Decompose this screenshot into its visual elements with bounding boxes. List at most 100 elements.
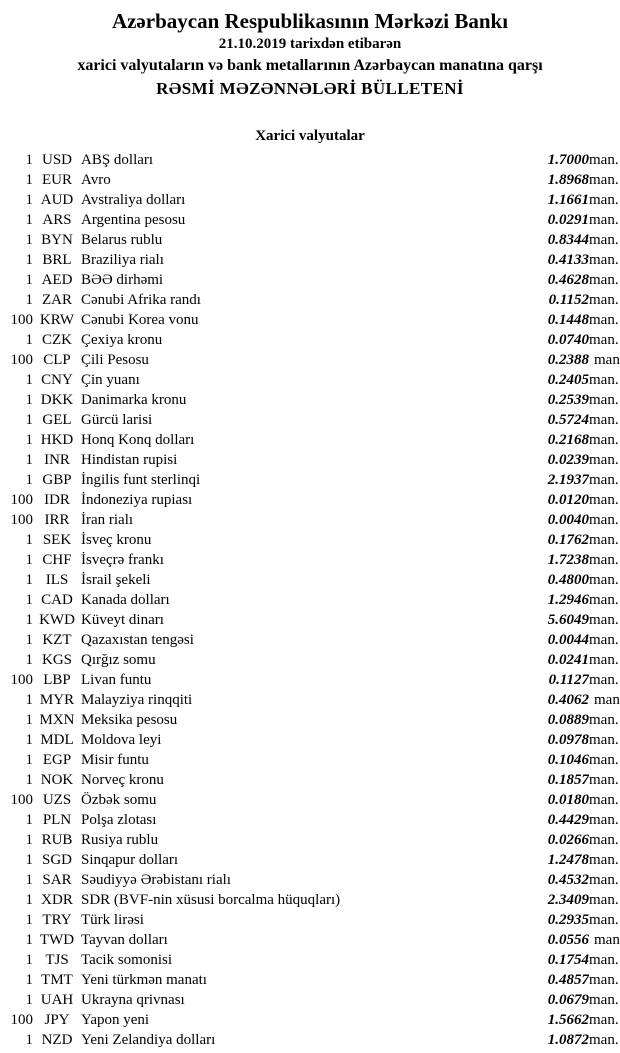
rate-value: 0.0291 [547,212,589,228]
currency-code: BRL [42,252,72,268]
table-row: 1 UAH Ukrayna qrivnası 0.0679 man. [0,990,620,1010]
row-quantity: 100 [10,512,34,528]
rate-value: 1.7238 [547,552,589,568]
table-row: 1 MYR Malayziya rinqqiti 0.4062 man. [0,690,620,710]
currency-name: BƏƏ dirhəmi [81,272,164,288]
row-quantity: 1 [25,432,34,448]
rate-value: 2.1937 [547,472,589,488]
currency-name: Çexiya kronu [81,332,163,348]
currency-name: İran rialı [81,512,134,528]
currency-name: Danimarka kronu [81,392,187,408]
currency-name: Rusiya rublu [81,832,159,848]
row-quantity: 1 [25,812,34,828]
rate-unit: man. [589,872,619,888]
currency-code: CZK [42,332,72,348]
table-row: 1 MDL Moldova leyi 0.0978 man. [0,730,620,750]
table-row: 1 KZT Qazaxıstan tengəsi 0.0044 man. [0,630,620,650]
rate-unit: man. [589,212,619,228]
currency-name: Misir funtu [81,752,149,768]
currency-name: Cənubi Afrika randı [81,292,201,308]
table-row: 1 AUD Avstraliya dolları 1.1661 man. [0,190,620,210]
currency-name: Avro [81,172,111,188]
rate-value: 0.4857 [547,972,589,988]
currency-code: GEL [42,412,72,428]
currency-code: UAH [40,992,74,1008]
rate-value: 0.0239 [547,452,589,468]
rate-unit: man. [589,892,619,908]
currency-name: Tacik somonisi [81,952,173,968]
rate-unit: man. [589,732,619,748]
currency-code: MXN [39,712,75,728]
currency-name: SDR (BVF-nin xüsusi borcalma hüquqları) [81,892,341,908]
rate-unit: man. [589,632,619,648]
currency-code: EGP [42,752,72,768]
currency-code: SEK [42,532,72,548]
rate-value: 0.8344 [547,232,589,248]
rate-value: 0.2405 [547,372,589,388]
table-row: 1 INR Hindistan rupisi 0.0239 man. [0,450,620,470]
rate-unit: man. [589,292,619,308]
currency-code: IDR [44,492,70,508]
row-quantity: 1 [25,412,34,428]
currency-code: ARS [42,212,72,228]
table-row: 1 TWD Tayvan dolları 0.0556 man. [0,930,620,950]
rate-value: 1.2478 [547,852,589,868]
rate-unit: man. [589,812,619,828]
currency-name: Avstraliya dolları [81,192,186,208]
currency-code: XDR [41,892,73,908]
currency-code: RUB [41,832,73,848]
rate-value: 0.1857 [547,772,589,788]
row-quantity: 1 [25,912,34,928]
rate-unit: man. [589,1012,619,1028]
currency-name: İsrail şekeli [81,572,151,588]
currency-name: Cənubi Korea vonu [81,312,199,328]
currency-code: MYR [39,692,75,708]
rate-unit: man. [589,152,619,168]
subtitle-line: xarici valyutaların və bank metallarının… [77,57,543,74]
table-row: 1 ILS İsrail şekeli 0.4800 man. [0,570,620,590]
currency-name: İsveç kronu [81,532,152,548]
row-quantity: 1 [25,772,34,788]
row-quantity: 100 [10,312,34,328]
rate-value: 0.0740 [547,332,589,348]
rate-unit: man. [594,932,620,948]
currency-name: Moldova leyi [81,732,162,748]
section-title-foreign-currencies: Xarici valyutalar [255,128,365,144]
currency-name: Honq Konq dolları [81,432,195,448]
currency-code: JPY [44,1012,70,1028]
rate-value: 0.0241 [547,652,589,668]
rate-value: 0.4800 [547,572,589,588]
table-row: 100 IRR İran rialı 0.0040 man. [0,510,620,530]
rate-value: 0.0120 [547,492,589,508]
row-quantity: 1 [25,892,34,908]
table-row: 1 MXN Meksika pesosu 0.0889 man. [0,710,620,730]
rate-value: 5.6049 [547,612,589,628]
currency-name: Ukrayna qrivnası [81,992,185,1008]
table-row: 1 EUR Avro 1.8968 man. [0,170,620,190]
table-row: 1 XDR SDR (BVF-nin xüsusi borcalma hüquq… [0,890,620,910]
rate-unit: man. [589,272,619,288]
rate-unit: man. [589,652,619,668]
table-row: 1 PLN Polşa zlotası 0.4429 man. [0,810,620,830]
currency-name: Malayziya rinqqiti [81,692,193,708]
row-quantity: 1 [25,252,34,268]
currency-name: Qırğız somu [81,652,156,668]
currency-code: NOK [40,772,74,788]
rate-unit: man. [594,352,620,368]
currency-name: ABŞ dolları [81,152,154,168]
rate-value: 0.4062 [547,692,589,708]
row-quantity: 1 [25,592,34,608]
rate-unit: man. [589,552,619,568]
row-quantity: 1 [25,552,34,568]
rate-unit: man. [589,172,619,188]
rate-unit: man. [589,832,619,848]
rate-value: 0.1046 [547,752,589,768]
rate-unit: man. [589,572,619,588]
row-quantity: 100 [10,492,34,508]
rate-unit: man. [589,512,619,528]
currency-code: SAR [42,872,72,888]
currency-code: KWD [39,612,75,628]
currency-name: İngilis funt sterlinqi [81,472,201,488]
currency-code: BYN [41,232,73,248]
currency-code: TWD [39,932,75,948]
